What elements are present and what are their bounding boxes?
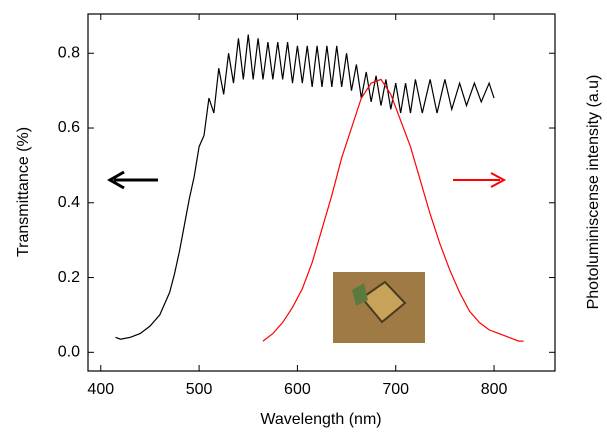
y-tick-label: 0.0 — [58, 344, 80, 361]
y-tick-label: 0.4 — [58, 194, 80, 211]
plot-frame — [87, 13, 556, 372]
series-line — [262, 78, 524, 342]
y-tick-label: 0.2 — [58, 269, 80, 286]
inset-photo — [333, 272, 425, 343]
x-tick-label: 600 — [284, 381, 311, 398]
y-tick-label: 0.6 — [58, 119, 80, 136]
y2-axis-title: Photoluminiscense intensity (a.u) — [585, 75, 602, 310]
x-tick-label: 500 — [186, 381, 213, 398]
y-axis-title: Transmittance (%) — [15, 127, 32, 257]
x-tick-label: 800 — [481, 381, 508, 398]
right-arrow — [453, 172, 507, 188]
x-tick-label: 400 — [87, 381, 114, 398]
x-tick-label: 700 — [382, 381, 409, 398]
y-tick-label: 0.8 — [58, 44, 80, 61]
series-line — [115, 34, 495, 340]
x-axis-title: Wavelength (nm) — [260, 411, 381, 428]
left-arrow — [106, 170, 158, 190]
